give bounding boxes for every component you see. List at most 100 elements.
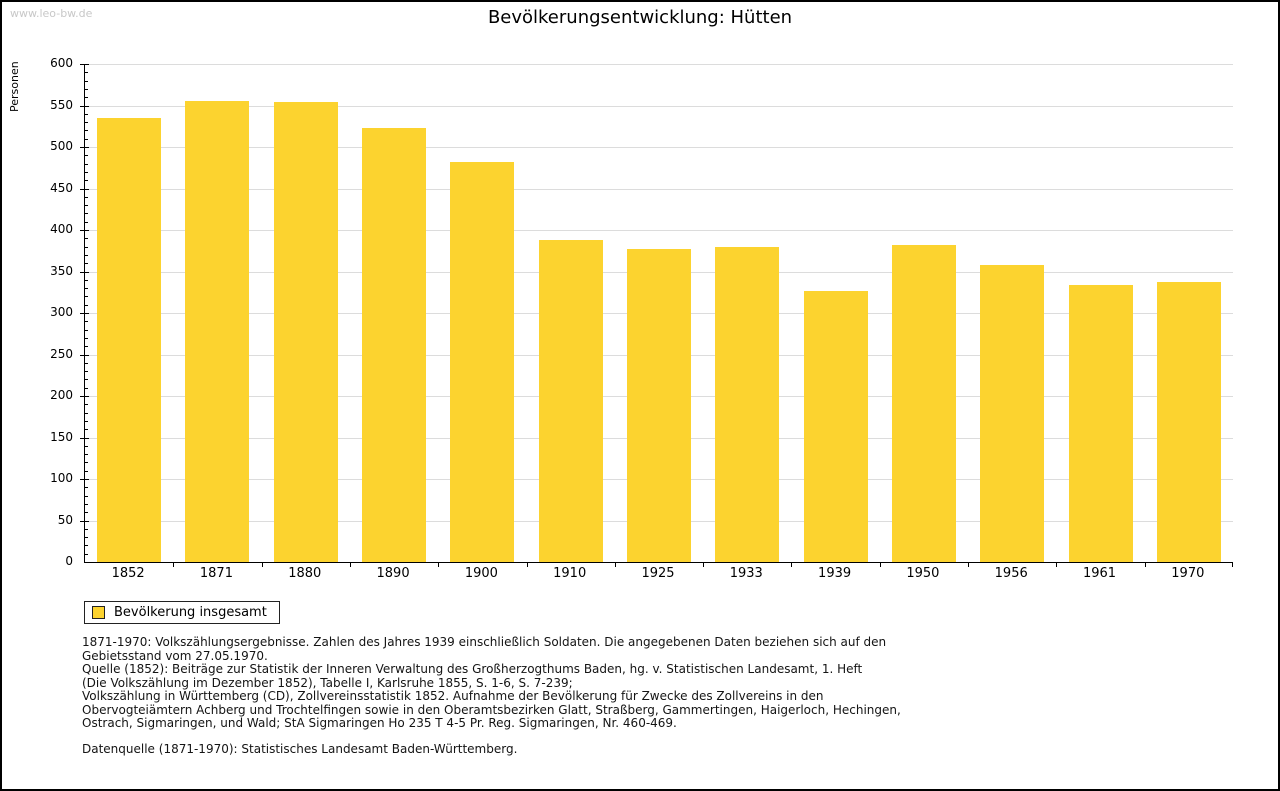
y-minor-tick: [85, 288, 88, 290]
x-boundary-tick: [968, 563, 970, 567]
y-tick-label: 400: [50, 222, 73, 236]
y-minor-tick: [85, 180, 88, 182]
y-minor-tick: [85, 97, 88, 99]
y-minor-tick: [85, 346, 88, 348]
y-minor-tick: [85, 379, 88, 381]
bar: [185, 100, 250, 562]
x-tick-label: 1900: [464, 566, 498, 581]
y-tick-label: 0: [65, 554, 73, 568]
y-minor-tick: [85, 155, 88, 157]
x-tick-label: 1970: [1171, 566, 1205, 581]
bar: [715, 246, 780, 562]
datasource-line: Datenquelle (1871-1970): Statistisches L…: [82, 742, 518, 756]
bar: [273, 102, 338, 562]
y-minor-tick: [85, 213, 88, 215]
y-minor-tick: [85, 163, 88, 165]
y-tick-label: 50: [57, 512, 73, 527]
y-major-tick: [80, 437, 89, 439]
footnote-line: Gebietsstand vom 27.05.1970.: [82, 648, 268, 663]
y-minor-tick: [85, 238, 88, 240]
y-minor-tick: [85, 329, 88, 331]
y-minor-tick: [85, 512, 88, 514]
x-boundary-tick: [1144, 563, 1146, 567]
y-minor-tick: [85, 263, 88, 265]
y-minor-tick: [85, 122, 88, 124]
bar: [627, 249, 691, 562]
y-minor-tick: [85, 304, 88, 306]
bar: [450, 161, 515, 562]
x-tick-label: 1880: [288, 566, 322, 581]
x-tick-label: 1950: [906, 566, 940, 581]
y-minor-tick: [85, 487, 88, 489]
y-minor-tick: [85, 537, 88, 539]
x-boundary-tick: [438, 563, 440, 567]
bar: [1156, 282, 1221, 562]
bar: [362, 127, 427, 562]
bar: [803, 290, 868, 562]
x-tick-label: 1956: [994, 566, 1028, 581]
y-minor-tick: [85, 371, 88, 373]
chart-title: Bevölkerungsentwicklung: Hütten: [487, 7, 793, 28]
legend-swatch-icon: [92, 606, 105, 619]
y-minor-tick: [85, 445, 88, 447]
x-tick-label: 1852: [111, 566, 145, 581]
y-minor-tick: [85, 337, 88, 339]
bar: [980, 264, 1045, 562]
x-boundary-tick: [703, 563, 705, 567]
y-minor-tick: [85, 221, 88, 223]
y-minor-tick: [85, 196, 88, 198]
y-minor-tick: [85, 528, 88, 530]
x-boundary-tick: [791, 563, 793, 567]
y-minor-tick: [85, 254, 88, 256]
y-major-tick: [80, 105, 89, 107]
y-minor-tick: [85, 387, 88, 389]
watermark: www.leo-bw.de: [10, 7, 93, 20]
x-tick-label: 1890: [376, 566, 410, 581]
y-major-tick: [80, 64, 89, 65]
bar: [891, 244, 956, 562]
footnote-line: Ostrach, Sigmaringen, und Wald; StA Sigm…: [82, 716, 677, 730]
y-axis-labels: 0 50 100 150 200 250 300 350 400 450 500 550 600: [2, 57, 78, 568]
y-tick-label: 500: [50, 139, 73, 153]
y-minor-tick: [85, 72, 88, 74]
y-minor-tick: [85, 454, 88, 456]
y-minor-tick: [85, 545, 88, 547]
y-tick-label: 550: [50, 97, 73, 112]
plot-area: [80, 64, 1233, 567]
footnote-line: 1871-1970: Volkszählungsergebnisse. Zahl…: [82, 635, 887, 649]
gridline: [85, 147, 1233, 148]
y-minor-tick: [85, 113, 88, 115]
y-minor-tick: [85, 495, 88, 497]
y-minor-tick: [85, 553, 88, 555]
y-minor-tick: [85, 470, 88, 472]
y-minor-tick: [85, 404, 88, 406]
y-tick-label: 250: [50, 346, 73, 361]
y-minor-tick: [85, 279, 88, 281]
y-minor-tick: [85, 296, 88, 298]
gridline: [85, 64, 1233, 65]
x-boundary-tick: [261, 563, 263, 567]
y-major-tick: [80, 271, 89, 273]
x-boundary-tick: [173, 563, 175, 567]
footnote-line: Obervogteiämtern Achberg und Trochtelfin…: [82, 702, 901, 717]
y-minor-tick: [85, 420, 88, 422]
legend-label: Bevölkerung insgesamt: [114, 605, 267, 620]
y-tick-label: 350: [50, 263, 73, 278]
y-minor-tick: [85, 171, 88, 173]
y-minor-tick: [85, 429, 88, 431]
x-tick-label: 1933: [729, 566, 763, 581]
y-major-tick: [80, 147, 89, 148]
y-minor-tick: [85, 205, 88, 207]
x-tick-label: 1910: [553, 566, 587, 581]
y-minor-tick: [85, 80, 88, 82]
y-minor-tick: [85, 88, 88, 90]
footnotes: 1871-1970: Volkszählungsergebnisse. Zahl…: [82, 635, 1202, 731]
x-tick-label: 1925: [641, 566, 675, 581]
y-major-tick: [80, 313, 89, 314]
gridline: [85, 188, 1233, 190]
x-axis-labels: 1852 1871 1880 1890 1900 1910 1925 1933 1939 1950…: [84, 567, 1232, 583]
x-boundary-tick: [1056, 563, 1058, 567]
y-major-tick: [80, 188, 89, 190]
y-minor-tick: [85, 246, 88, 248]
